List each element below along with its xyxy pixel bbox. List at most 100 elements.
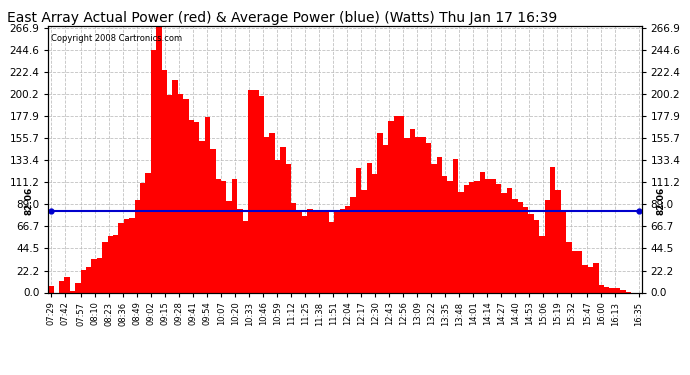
Bar [81,270,86,292]
Bar [291,203,297,292]
Bar [410,129,415,292]
Bar [64,278,70,292]
Text: 82.06: 82.06 [657,186,666,215]
Bar [275,159,280,292]
Bar [167,95,172,292]
Bar [442,177,448,292]
Bar [156,25,161,293]
Bar [426,143,431,292]
Bar [339,209,345,292]
Bar [582,265,588,292]
Bar [529,214,534,292]
Bar [172,80,178,292]
Bar [512,200,518,292]
Bar [485,178,491,292]
Bar [507,188,512,292]
Bar [523,207,529,292]
Bar [48,286,54,292]
Bar [313,211,318,292]
Bar [469,182,475,292]
Bar [571,251,577,292]
Bar [464,185,469,292]
Text: Copyright 2008 Cartronics.com: Copyright 2008 Cartronics.com [51,34,182,43]
Bar [539,236,544,292]
Bar [70,291,75,292]
Bar [496,184,502,292]
Bar [588,267,593,292]
Bar [593,263,598,292]
Bar [59,281,64,292]
Bar [356,168,361,292]
Bar [431,164,437,292]
Bar [248,90,253,292]
Bar [620,290,626,292]
Bar [264,137,270,292]
Bar [502,194,507,292]
Bar [534,220,539,292]
Bar [415,137,420,292]
Bar [270,133,275,292]
Bar [437,157,442,292]
Bar [183,99,188,292]
Bar [135,201,140,292]
Bar [561,213,566,292]
Bar [102,242,108,292]
Bar [140,183,146,292]
Bar [161,70,167,292]
Bar [75,283,81,292]
Bar [458,192,464,292]
Bar [297,211,302,292]
Bar [86,267,92,292]
Bar [544,200,550,292]
Bar [372,174,377,292]
Bar [113,235,119,292]
Bar [108,237,113,292]
Bar [232,179,237,292]
Bar [188,120,194,292]
Bar [377,133,383,292]
Bar [351,197,356,292]
Bar [194,122,199,292]
Bar [609,288,615,292]
Bar [420,137,426,292]
Text: 82.06: 82.06 [24,186,33,215]
Bar [604,286,609,292]
Bar [307,209,313,292]
Bar [345,206,351,292]
Bar [399,116,404,292]
Bar [388,122,393,292]
Bar [302,216,307,292]
Bar [242,221,248,292]
Bar [404,138,410,292]
Bar [448,181,453,292]
Bar [92,259,97,292]
Bar [237,209,242,292]
Bar [124,219,129,292]
Bar [129,218,135,292]
Bar [393,116,399,292]
Bar [280,147,286,292]
Bar [626,291,631,292]
Bar [259,96,264,292]
Bar [518,202,523,292]
Bar [215,179,221,292]
Bar [119,223,124,292]
Bar [366,163,372,292]
Bar [566,242,571,292]
Bar [146,173,151,292]
Bar [324,211,329,292]
Bar [221,181,226,292]
Bar [615,288,620,292]
Bar [318,211,324,292]
Bar [555,190,561,292]
Bar [205,117,210,292]
Bar [598,285,604,292]
Text: East Array Actual Power (red) & Average Power (blue) (Watts) Thu Jan 17 16:39: East Array Actual Power (red) & Average … [7,11,557,25]
Bar [550,167,555,292]
Bar [480,172,485,292]
Bar [361,190,366,292]
Bar [97,258,102,292]
Bar [210,149,215,292]
Bar [383,145,388,292]
Bar [475,181,480,292]
